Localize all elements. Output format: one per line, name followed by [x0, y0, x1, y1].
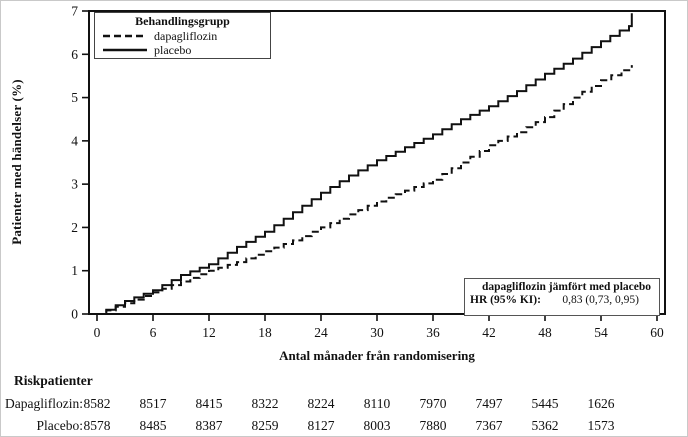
svg-text:0: 0: [94, 325, 101, 340]
svg-text:2: 2: [71, 220, 78, 235]
risk-count: 7497: [475, 396, 503, 411]
svg-text:5: 5: [71, 90, 78, 105]
solid-line-icon: [103, 48, 147, 52]
risk-row-label: Placebo:: [36, 418, 84, 433]
hr-annotation-box: dapagliflozin jämfört med placebo HR (95…: [464, 278, 660, 316]
dashed-line-icon: [103, 34, 147, 38]
svg-text:0: 0: [71, 307, 78, 322]
svg-text:60: 60: [650, 325, 664, 340]
risk-count: 8003: [363, 418, 391, 433]
hr-box-title: dapagliflozin jämfört med placebo: [482, 281, 651, 293]
svg-text:4: 4: [71, 133, 78, 148]
risk-count: 5445: [531, 396, 559, 411]
legend: Behandlingsgrupp dapagliflozin placebo: [94, 12, 271, 59]
risk-count: 8127: [307, 418, 335, 433]
series-placebo: [97, 13, 633, 315]
risk-count: 7970: [419, 396, 447, 411]
svg-text:42: 42: [482, 325, 496, 340]
risk-count: 8578: [83, 418, 111, 433]
svg-text:54: 54: [594, 325, 608, 340]
svg-text:6: 6: [150, 325, 157, 340]
risk-count: 5362: [531, 418, 559, 433]
svg-text:7: 7: [71, 4, 78, 19]
hr-value: 0,83 (0,73, 0,95): [562, 294, 639, 306]
svg-text:3: 3: [71, 177, 78, 192]
risk-count: 1573: [587, 418, 615, 433]
risk-count: 8387: [195, 418, 223, 433]
legend-item-placebo: placebo: [95, 43, 270, 57]
risk-count: 8110: [363, 396, 391, 411]
svg-text:48: 48: [538, 325, 552, 340]
risk-count: 8582: [83, 396, 111, 411]
risk-count: 8322: [251, 396, 279, 411]
svg-text:30: 30: [370, 325, 384, 340]
risk-row-label: Dapagliflozin:: [5, 396, 83, 411]
hr-box-line: HR (95% KI): 0,83 (0,73, 0,95): [465, 293, 659, 306]
svg-text:1: 1: [71, 263, 78, 278]
risk-count: 8485: [139, 418, 167, 433]
y-axis-title: Patienter med händelser (%): [9, 79, 24, 245]
svg-text:6: 6: [71, 47, 78, 62]
svg-text:24: 24: [314, 325, 328, 340]
risk-count: 8517: [139, 396, 167, 411]
legend-item-dapagliflozin: dapagliflozin: [95, 29, 270, 43]
x-axis-title: Antal månader från randomisering: [279, 348, 475, 363]
risk-count: 8224: [307, 396, 335, 411]
legend-item-label: placebo: [154, 42, 192, 57]
risk-count: 8259: [251, 418, 279, 433]
risk-count: 7367: [475, 418, 503, 433]
svg-text:12: 12: [202, 325, 216, 340]
svg-text:18: 18: [258, 325, 272, 340]
hr-label: HR (95% KI):: [470, 294, 541, 306]
risk-table-title: Riskpatienter: [14, 373, 93, 388]
legend-item-label: dapagliflozin: [154, 28, 218, 43]
legend-title: Behandlingsgrupp: [135, 14, 230, 28]
series-dapagliflozin: [97, 65, 633, 315]
svg-text:36: 36: [426, 325, 440, 340]
risk-count: 8415: [195, 396, 223, 411]
risk-count: 1626: [587, 396, 615, 411]
risk-count: 7880: [419, 418, 447, 433]
